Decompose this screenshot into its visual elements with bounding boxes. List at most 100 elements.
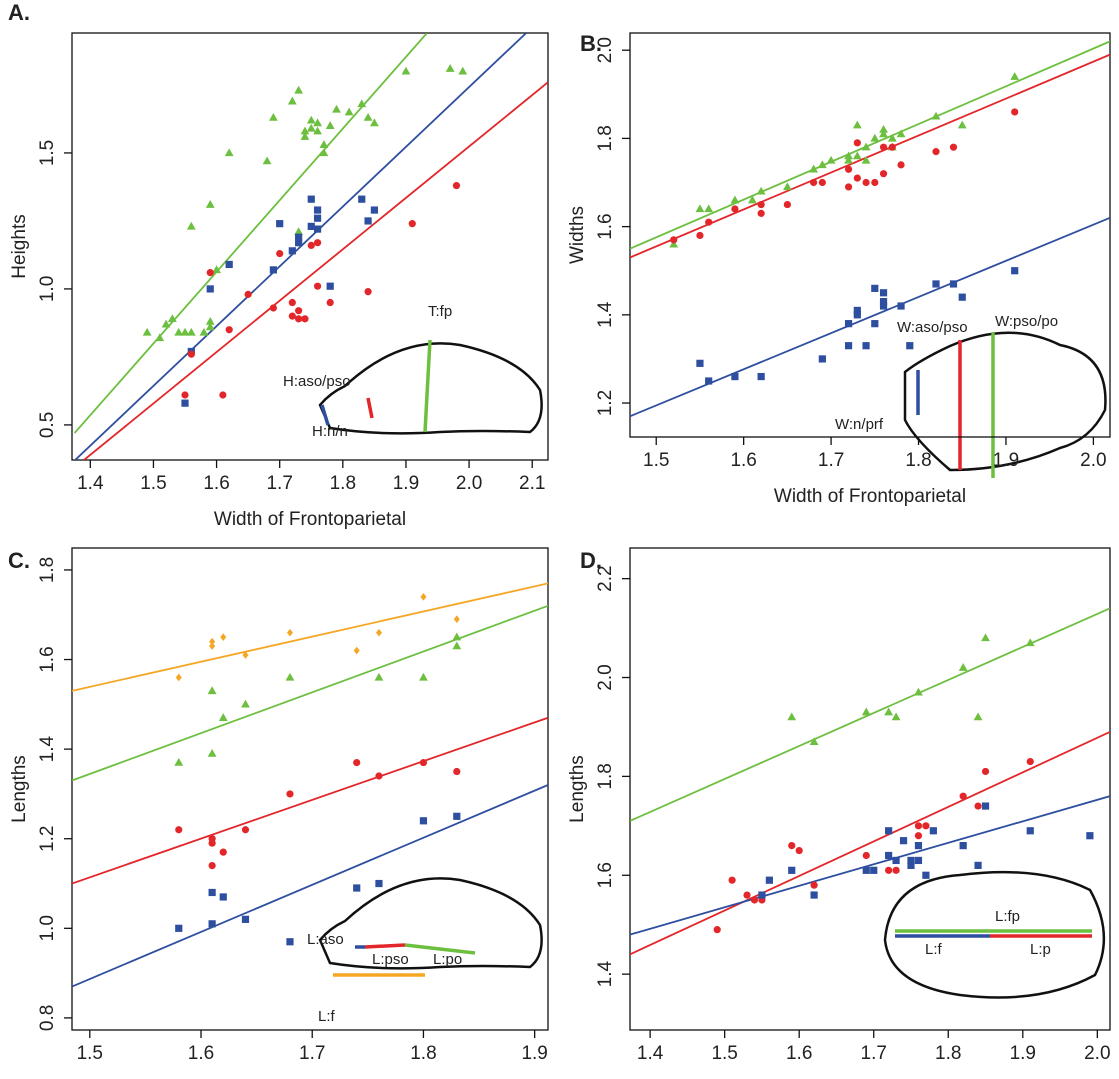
point (958, 663, 968, 671)
point (788, 866, 796, 874)
point (313, 118, 322, 127)
point (922, 871, 930, 879)
y-tick-label: 1.2 (37, 826, 58, 852)
point (175, 826, 183, 834)
point (453, 767, 461, 776)
point (207, 686, 217, 695)
point (861, 707, 871, 716)
panel: A. 1.4 1.5 1.6 1.7 1.8 1.9 2.0 2.1 0.5 1.0 1.5 Width… (8, 0, 549, 530)
point (932, 280, 940, 288)
point (879, 289, 888, 297)
y-axis-label: Heights (9, 214, 30, 278)
point (958, 293, 966, 301)
x-tick-label: 1.5 (77, 1043, 103, 1064)
x-tick-label: 1.8 (905, 450, 931, 471)
point (879, 124, 888, 133)
x-tick-label: 2.0 (1080, 450, 1106, 471)
point (787, 712, 797, 721)
point (294, 227, 304, 236)
point (817, 160, 827, 169)
point (319, 140, 329, 148)
y-axis-label: Widths (567, 206, 588, 264)
point (914, 832, 923, 840)
point (884, 707, 894, 716)
point (852, 120, 862, 129)
point (871, 178, 879, 187)
point (844, 151, 853, 160)
point (167, 314, 177, 323)
point (818, 178, 826, 187)
point (294, 85, 304, 94)
point (914, 856, 923, 865)
point (313, 225, 322, 233)
point (452, 632, 462, 641)
point (887, 133, 897, 142)
point (375, 628, 382, 637)
fit-line (630, 795, 1110, 936)
annotation: L:f (318, 1008, 336, 1025)
point (375, 772, 383, 780)
y-tick-label: 2.2 (595, 565, 616, 591)
y-tick-label: 2.0 (595, 37, 616, 63)
measure (423, 339, 432, 433)
point (363, 112, 373, 121)
skull-b (903, 331, 1107, 472)
point (974, 861, 982, 869)
point (313, 239, 322, 247)
annotation: L:po (433, 951, 462, 968)
point (844, 342, 853, 350)
point (929, 827, 937, 835)
x-tick-label: 1.4 (637, 1043, 664, 1064)
point (861, 142, 871, 151)
y-tick-label: 1.4 (595, 961, 616, 988)
point (757, 200, 765, 209)
plot-frame (71, 32, 549, 461)
point (862, 866, 870, 874)
point (269, 266, 277, 274)
x-tick-label: 1.7 (861, 1043, 887, 1064)
point (1026, 757, 1034, 766)
x-tick-label: 1.5 (711, 1043, 737, 1064)
point (696, 359, 704, 367)
point (809, 164, 819, 173)
point (205, 322, 215, 331)
point (307, 241, 315, 250)
x-tick-label: 1.5 (140, 473, 166, 494)
point (419, 758, 428, 767)
point (353, 646, 360, 655)
point (750, 896, 759, 904)
panel-label: B. (580, 31, 602, 56)
point (891, 712, 901, 721)
x-tick-label: 1.9 (1010, 1043, 1036, 1064)
point (287, 96, 297, 105)
annotation: L:f (925, 941, 943, 958)
point (705, 218, 713, 226)
point (207, 749, 217, 757)
point (899, 837, 908, 845)
point (871, 284, 879, 292)
point (353, 884, 361, 892)
point (313, 206, 322, 214)
point (1011, 108, 1019, 116)
x-tick-label: 2.1 (519, 473, 545, 494)
point (285, 672, 295, 681)
x-tick-label: 1.6 (786, 1043, 812, 1064)
point (155, 333, 165, 342)
y-tick-label: 0.5 (37, 412, 58, 438)
point (288, 312, 296, 320)
fit-line (630, 40, 1110, 250)
point (286, 938, 294, 946)
y-tick-label: 1.5 (37, 140, 58, 166)
point (241, 826, 250, 834)
point (300, 126, 310, 135)
fit-line (72, 784, 548, 988)
point (224, 148, 234, 157)
x-tick-label: 1.6 (730, 450, 756, 471)
point (844, 165, 853, 173)
point (1011, 267, 1019, 275)
point (241, 699, 250, 708)
point (818, 355, 826, 363)
point (458, 66, 468, 75)
x-tick-label: 2.0 (456, 473, 482, 494)
